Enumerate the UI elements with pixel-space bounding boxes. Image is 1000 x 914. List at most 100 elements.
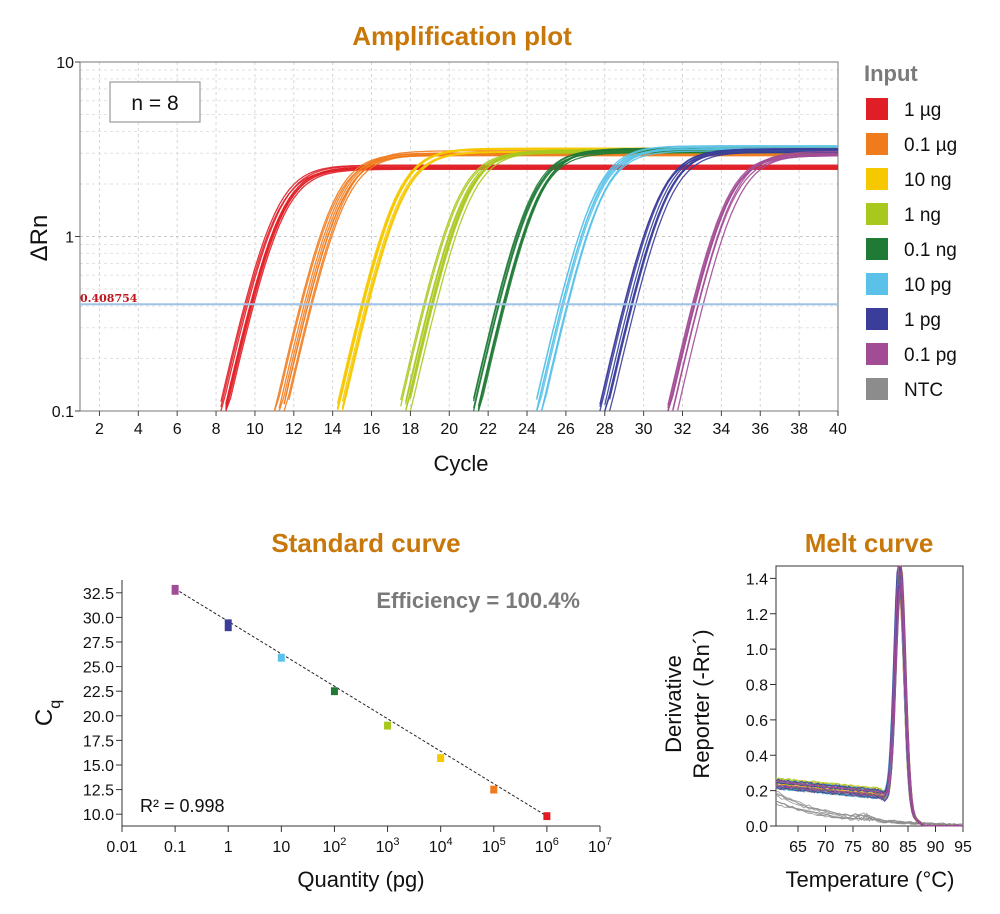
x-tick-label: 105 xyxy=(482,836,506,856)
legend-label: NTC xyxy=(904,380,943,401)
x-tick-label: 32 xyxy=(674,421,692,438)
x-tick-label: 26 xyxy=(557,421,575,438)
y-tick-label: 10.0 xyxy=(83,807,114,824)
amplification-curve-2 xyxy=(278,152,838,412)
amplification-curve-1 xyxy=(225,166,838,412)
svg-text:Cq: Cq xyxy=(31,700,64,726)
threshold-label: 0.408754 xyxy=(80,292,138,305)
x-tick-label: 1 xyxy=(224,839,233,856)
standard-curve-fit-line xyxy=(174,588,548,817)
y-tick-label: 15.0 xyxy=(83,758,114,775)
melt-curve-x-label: Temperature (°C) xyxy=(786,867,955,892)
x-tick-label: 6 xyxy=(173,421,182,438)
x-tick-label: 8 xyxy=(212,421,221,438)
x-tick-label: 18 xyxy=(402,421,420,438)
y-tick-label: 0.1 xyxy=(52,404,74,421)
y-tick-label: 0.0 xyxy=(746,819,768,836)
y-tick-label: 0.8 xyxy=(746,678,768,695)
x-tick-label: 103 xyxy=(376,836,400,856)
y-tick-label: 32.5 xyxy=(83,586,114,603)
y-tick-label: 0.6 xyxy=(746,713,768,730)
standard-curve-point xyxy=(384,721,392,730)
n-label: n = 8 xyxy=(131,92,178,115)
legend-label: 0.1 pg xyxy=(904,345,957,366)
legend-swatch xyxy=(866,133,888,155)
x-tick-label: 75 xyxy=(844,839,862,856)
cq-label-main: C xyxy=(31,709,58,726)
legend-title: Input xyxy=(864,61,918,86)
amplification-x-ticks: 2 4 6 8 10 12 14 16 18 20 22 24 26 28 30 32 34 36 38 40 xyxy=(95,411,847,438)
legend-label: 1 µg xyxy=(904,100,941,121)
standard-curve-point xyxy=(277,653,285,662)
cq-label-sub: q xyxy=(47,700,64,709)
x-tick-label: 10 xyxy=(246,421,264,438)
amplification-curve-6 xyxy=(536,148,838,399)
amplification-curve-2 xyxy=(273,155,838,412)
x-tick-label: 24 xyxy=(518,421,536,438)
y-tick-label: 30.0 xyxy=(83,610,114,627)
legend-swatch xyxy=(866,98,888,120)
y-tick-label: 0.4 xyxy=(746,748,768,765)
standard-curve-y-ticks: 10.0 12.5 15.0 17.5 20.0 22.5 25.0 27.5 30.0 32.5 xyxy=(83,586,122,824)
amplification-curve-4 xyxy=(404,149,838,412)
amplification-curve-7 xyxy=(608,149,838,400)
legend-label: 10 ng xyxy=(904,170,952,191)
amplification-curve-5 xyxy=(472,148,838,409)
y-tick-label: 10 xyxy=(56,55,74,72)
legend-swatch xyxy=(866,168,888,190)
amplification-curve-4 xyxy=(400,151,838,407)
x-tick-label: 70 xyxy=(817,839,835,856)
amplification-curve-8 xyxy=(667,153,838,406)
standard-curve-y-label: Cq xyxy=(31,700,64,726)
amplification-curves xyxy=(220,145,839,412)
legend-label: 1 ng xyxy=(904,205,941,226)
x-tick-label: 30 xyxy=(635,421,653,438)
x-tick-label: 40 xyxy=(829,421,847,438)
amplification-curve-8 xyxy=(667,153,839,412)
legend: 1 µg 0.1 µg 10 ng 1 ng 0.1 ng 10 pg 1 pg 0.1 pg… xyxy=(866,98,957,401)
legend-swatch xyxy=(866,238,888,260)
x-tick-label: 104 xyxy=(429,836,453,856)
amplification-curve-2 xyxy=(273,152,838,412)
standard-curve-x-label: Quantity (pg) xyxy=(297,867,424,892)
y-tick-label: 0.2 xyxy=(746,784,768,801)
x-tick-label: 2 xyxy=(95,421,104,438)
y-tick-label: 22.5 xyxy=(83,684,114,701)
x-tick-label: 85 xyxy=(899,839,917,856)
y-tick-label: 17.5 xyxy=(83,733,114,750)
amplification-curve-6 xyxy=(536,148,838,412)
x-tick-label: 28 xyxy=(596,421,614,438)
x-tick-label: 107 xyxy=(588,836,612,856)
standard-curve-x-ticks: 0.01 0.1 1 10 102 103 104 105 106 107 xyxy=(106,826,612,856)
amplification-curve-6 xyxy=(540,146,838,412)
melt-ntc-curve xyxy=(775,791,964,826)
legend-label: 0.1 ng xyxy=(904,240,957,261)
melt-curve-y-label-line2: Reporter (-Rn´) xyxy=(689,629,714,778)
r-squared-label: R² = 0.998 xyxy=(140,796,225,816)
amplification-curve-2 xyxy=(283,154,838,405)
x-tick-label: 102 xyxy=(322,836,346,856)
amplification-curve-8 xyxy=(677,154,839,411)
amplification-curve-2 xyxy=(278,152,838,409)
x-tick-label: 0.1 xyxy=(164,839,186,856)
melt-curve-y-ticks: 0.0 0.2 0.4 0.6 0.8 1.0 1.2 1.4 xyxy=(746,571,776,836)
amplification-curve-5 xyxy=(472,150,838,412)
efficiency-label: Efficiency = 100.4% xyxy=(376,588,580,613)
amplification-curve-6 xyxy=(540,150,838,412)
x-tick-label: 90 xyxy=(927,839,945,856)
amplification-curve-4 xyxy=(409,149,838,399)
legend-label: 0.1 µg xyxy=(904,135,957,156)
amplification-curve-8 xyxy=(667,155,839,412)
melt-curves xyxy=(775,564,964,827)
standard-curve-title: Standard curve xyxy=(271,528,460,558)
y-tick-label: 25.0 xyxy=(83,660,114,677)
legend-swatch xyxy=(866,378,888,400)
x-tick-label: 4 xyxy=(134,421,143,438)
standard-curve-points xyxy=(171,584,551,821)
standard-curve-point xyxy=(224,619,232,632)
amplification-y-ticks: 0.1 1 10 xyxy=(52,55,80,421)
x-tick-label: 14 xyxy=(324,421,342,438)
amplification-curve-1 xyxy=(225,168,838,412)
x-tick-label: 80 xyxy=(872,839,890,856)
melt-curve-title: Melt curve xyxy=(805,528,934,558)
